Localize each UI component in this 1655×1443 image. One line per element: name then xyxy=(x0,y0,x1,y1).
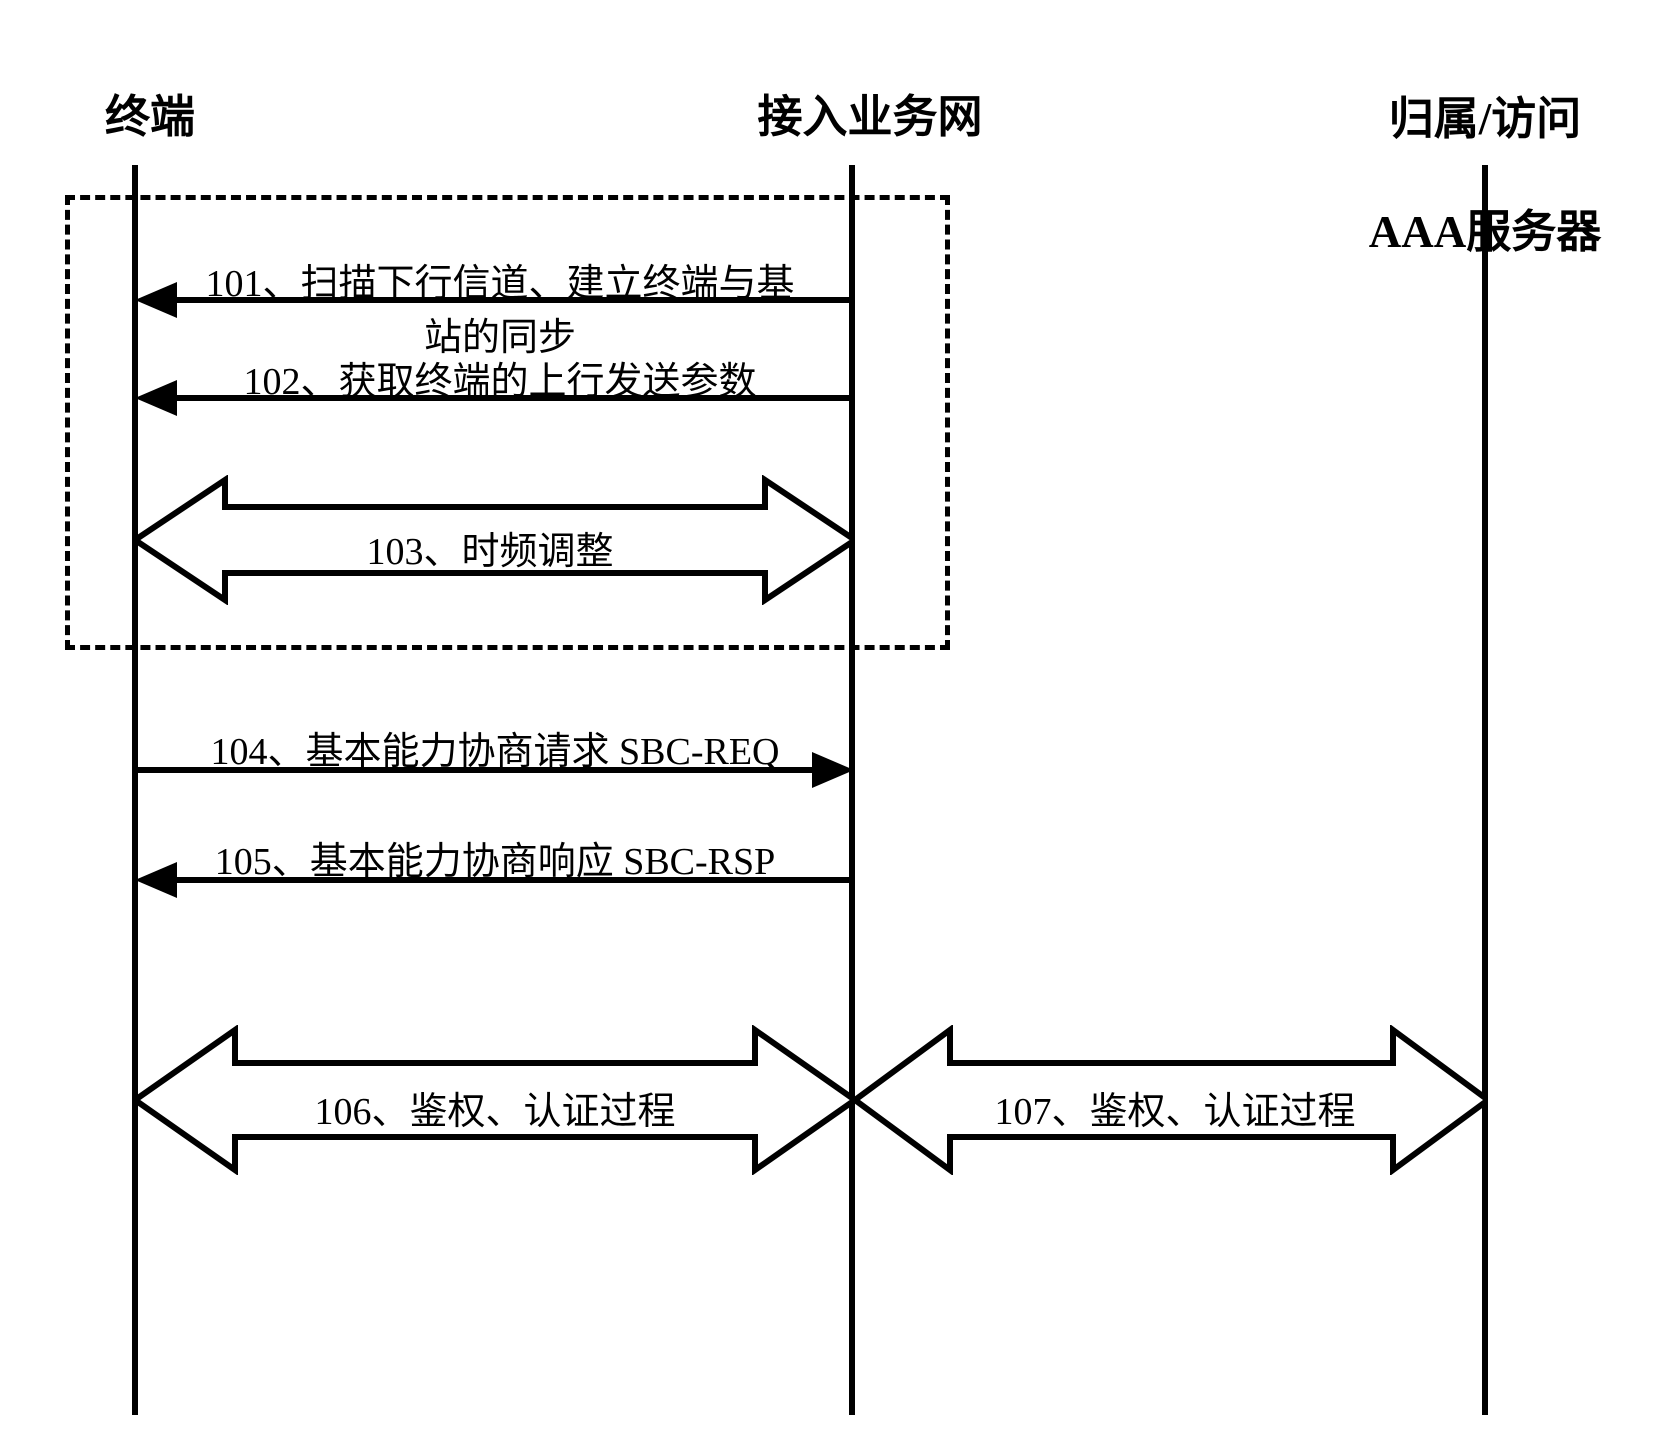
arrow-101-head xyxy=(135,282,177,318)
actor-aaa-line1: 归属/访问 xyxy=(1389,94,1582,144)
arrow-102-head xyxy=(135,380,177,416)
arrow-105-shaft xyxy=(170,877,855,883)
msg-106-text: 106、鉴权、认证过程 xyxy=(240,1080,750,1135)
arrow-101-shaft xyxy=(170,297,855,303)
arrow-104-shaft xyxy=(138,767,818,773)
sequence-diagram: 终端 接入业务网 归属/访问 AAA服务器 101、扫描下行信道、建立终端与基 … xyxy=(0,0,1655,1443)
actor-terminal-label: 终端 xyxy=(60,80,240,145)
actor-asn-label: 接入业务网 xyxy=(720,80,1020,145)
arrow-105-head xyxy=(135,862,177,898)
arrow-102-shaft xyxy=(170,395,855,401)
msg-107-text: 107、鉴权、认证过程 xyxy=(955,1080,1395,1135)
arrow-104-head xyxy=(812,752,854,788)
msg-103-text: 103、时频调整 xyxy=(230,520,750,575)
lifeline-aaa xyxy=(1482,165,1488,1415)
